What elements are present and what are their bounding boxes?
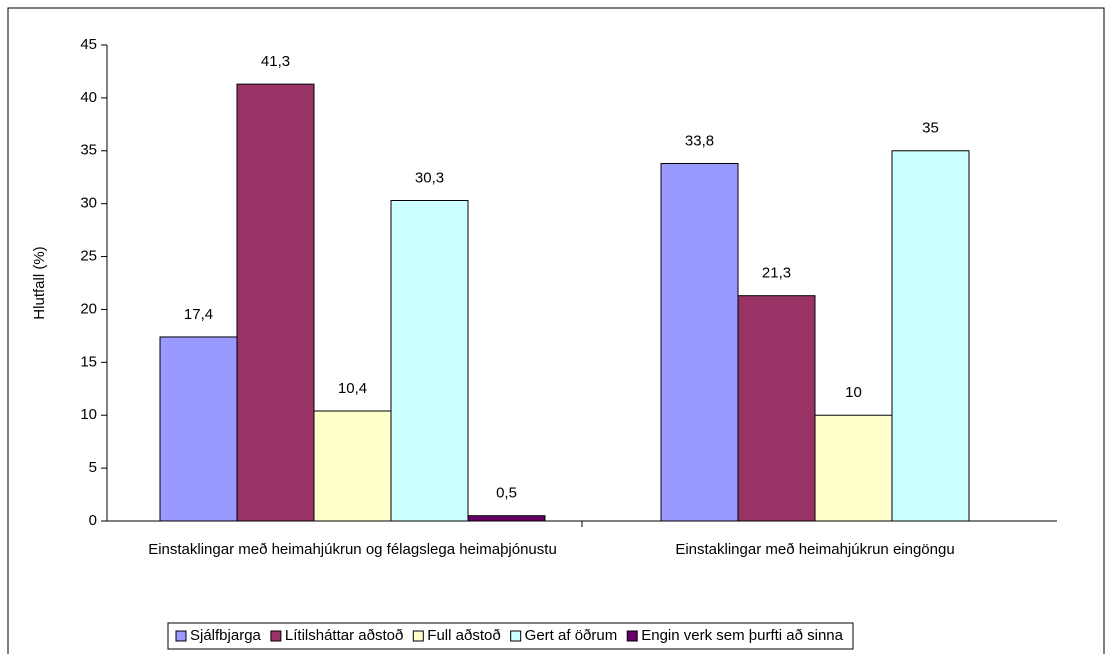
legend-swatch	[270, 630, 282, 642]
y-tick-label: 15	[80, 353, 97, 370]
data-label: 17,4	[184, 306, 213, 323]
bar	[660, 162, 739, 522]
legend-swatch	[626, 630, 638, 642]
data-label: 30,3	[415, 169, 444, 186]
bar	[891, 150, 970, 522]
data-label: 41,3	[261, 53, 290, 70]
bar	[814, 414, 893, 522]
bar	[236, 83, 315, 522]
y-tick-label: 45	[80, 36, 97, 53]
legend-label: Engin verk sem þurfti að sinna	[641, 627, 843, 644]
legend-box	[167, 622, 854, 650]
y-tick-label: 30	[80, 195, 97, 212]
bar	[390, 199, 469, 522]
legend-label: Gert af öðrum	[525, 627, 618, 644]
y-tick-label: 25	[80, 248, 97, 265]
legend-swatch	[175, 630, 187, 642]
legend-label: Full aðstoð	[427, 627, 500, 644]
y-tick-label: 35	[80, 142, 97, 159]
x-tick-label: Einstaklingar með heimahjúkrun og félags…	[148, 541, 557, 558]
bar	[159, 336, 238, 522]
y-tick-label: 20	[80, 300, 97, 317]
legend-swatch	[412, 630, 424, 642]
y-tick-label: 10	[80, 406, 97, 423]
data-label: 33,8	[685, 132, 714, 149]
y-axis-label: Hlutfall (%)	[31, 246, 48, 319]
legend-swatch	[510, 630, 522, 642]
data-label: 10,4	[338, 380, 367, 397]
y-tick-label: 5	[89, 459, 97, 476]
y-tick-label: 40	[80, 89, 97, 106]
x-tick-label: Einstaklingar með heimahjúkrun eingöngu	[675, 541, 955, 558]
data-label: 35	[922, 120, 939, 137]
bar	[313, 410, 392, 522]
bar	[737, 295, 816, 522]
bar	[467, 515, 546, 522]
legend-label: Lítilsháttar aðstoð	[285, 627, 403, 644]
legend-label: Sjálfbjarga	[190, 627, 262, 644]
data-label: 21,3	[762, 265, 791, 282]
data-label: 10	[845, 384, 862, 401]
y-tick-label: 0	[89, 512, 97, 529]
data-label: 0,5	[496, 485, 517, 502]
